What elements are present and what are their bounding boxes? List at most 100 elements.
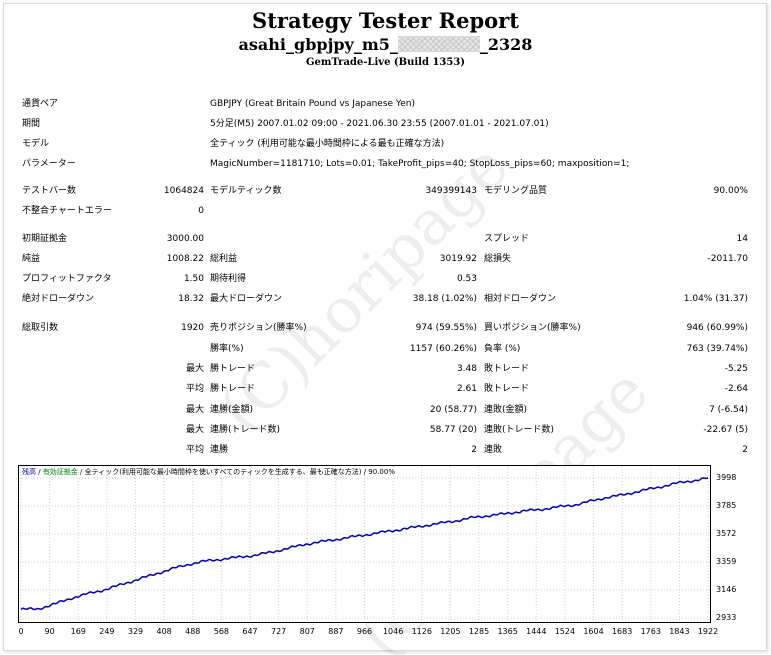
- stat-label: プロフィットファクタ: [22, 274, 112, 284]
- x-tick-label: 1763: [640, 627, 661, 636]
- info-value: MagicNumber=1181710; Lots=0.01; TakeProf…: [210, 159, 630, 169]
- ea-name-suffix: _2328: [479, 35, 533, 54]
- stat-label: 負率 (%): [484, 344, 521, 354]
- stat-label: 連勝: [210, 445, 229, 455]
- info-value: 5分足(M5) 2007.01.02 09:00 - 2021.06.30 23…: [210, 119, 549, 129]
- legend-quality: 90.00%: [368, 468, 395, 476]
- stat-value: 2: [471, 445, 477, 455]
- stat-value: 7 (-6.54): [709, 405, 748, 415]
- x-tick-label: 329: [127, 627, 144, 636]
- y-tick-label: 2933: [716, 613, 737, 622]
- x-tick-label: 807: [299, 627, 315, 636]
- stat-value: 1.50: [183, 274, 204, 284]
- stat-label: 売りポジション(勝率%): [210, 323, 307, 333]
- stat-value: 349399143: [425, 186, 477, 196]
- x-tick-label: 1922: [697, 627, 719, 636]
- stat-label: 連勝(トレード数): [210, 425, 281, 435]
- ea-name-prefix: asahi_gbpjpy_m5_: [238, 35, 398, 54]
- x-tick-label: 1604: [583, 627, 604, 636]
- stat-label: 総損失: [484, 254, 512, 264]
- x-tick-label: 568: [213, 627, 230, 636]
- stat-label: 連敗: [484, 445, 503, 455]
- stat-value: 2: [742, 445, 748, 455]
- stat-label: 期待利得: [210, 274, 247, 284]
- x-tick-label: 1683: [611, 627, 633, 636]
- ea-name: asahi_gbpjpy_m5_ _2328: [0, 35, 771, 54]
- stat-value: 20 (58.77): [429, 405, 477, 415]
- info-label: モデル: [22, 139, 50, 149]
- stat-label: 平均: [185, 445, 204, 455]
- legend-sep: /: [361, 468, 369, 476]
- x-tick-label: 1524: [554, 627, 576, 636]
- x-tick-label: 1285: [468, 627, 490, 636]
- stat-value: 946 (60.99%): [686, 323, 748, 333]
- stat-label: 敗トレード: [484, 364, 530, 374]
- stat-value: -22.67 (5): [703, 425, 748, 435]
- y-tick-label: 3785: [716, 501, 737, 510]
- stat-value: 0: [198, 206, 204, 216]
- stat-value: 1064824: [163, 186, 204, 196]
- stat-label: 平均: [185, 384, 204, 394]
- balance-chart: [18, 465, 711, 623]
- stat-label: モデルティック数: [210, 186, 282, 196]
- stat-label: 絶対ドローダウン: [22, 294, 95, 304]
- stat-label: 勝トレード: [210, 384, 256, 394]
- stat-label: 最大: [185, 425, 204, 435]
- stat-label: モデリング品質: [484, 186, 548, 196]
- stat-value: 3000.00: [166, 234, 204, 244]
- stat-value: 38.18 (1.02%): [412, 294, 477, 304]
- x-tick-label: 0: [18, 627, 24, 636]
- x-tick-label: 887: [328, 627, 344, 636]
- x-tick-label: 727: [270, 627, 287, 636]
- stat-value: 18.32: [178, 294, 204, 304]
- legend-sep: /: [36, 468, 43, 476]
- info-label: パラメーター: [22, 159, 76, 169]
- x-tick-label: 1365: [497, 627, 518, 636]
- stat-value: -5.25: [724, 364, 748, 374]
- info-label: 期間: [22, 119, 41, 129]
- report-title: Strategy Tester Report: [252, 8, 519, 33]
- stat-label: 最大ドローダウン: [210, 294, 283, 304]
- balance-line: [20, 477, 709, 611]
- stat-value: 1920: [181, 323, 204, 333]
- x-tick-label: 1126: [411, 627, 432, 636]
- x-tick-label: 488: [185, 627, 201, 636]
- x-tick-label: 966: [356, 627, 373, 636]
- stat-label: 純益: [22, 254, 41, 264]
- x-tick-label: 408: [156, 627, 172, 636]
- stat-value: 763 (39.74%): [686, 344, 748, 354]
- y-tick-label: 3998: [716, 473, 737, 482]
- stat-value: 1157 (60.26%): [409, 344, 477, 354]
- legend-sep: /: [77, 468, 85, 476]
- redacted-block: [397, 36, 480, 52]
- stat-value: 58.77 (20): [429, 425, 477, 435]
- stat-label: 総取引数: [22, 323, 59, 333]
- build-info: GemTrade-Live (Build 1353): [305, 57, 466, 68]
- x-tick-label: 1046: [382, 627, 404, 636]
- stat-label: 連敗(金額): [484, 405, 528, 415]
- stat-value: 90.00%: [713, 186, 748, 196]
- balance-chart-svg: [19, 466, 710, 622]
- legend-model: 全ティック(利用可能な最小時間枠を使いすべてのティックを生成する、最も正確な方法…: [84, 468, 362, 476]
- stat-value: -2011.70: [707, 254, 748, 264]
- stat-label: 不整合チャートエラー: [22, 206, 112, 216]
- stat-label: 勝トレード: [210, 364, 256, 374]
- chart-legend: 残高 / 有効証拠金 / 全ティック(利用可能な最小時間枠を使いすべてのティック…: [22, 467, 395, 477]
- stat-value: 0.53: [456, 274, 477, 284]
- stat-label: 最大: [185, 405, 204, 415]
- stat-value: 974 (59.55%): [415, 323, 477, 333]
- stat-label: 総利益: [210, 254, 238, 264]
- stat-label: 勝率(%): [210, 344, 244, 354]
- info-label: 通貨ペア: [22, 99, 59, 109]
- x-tick-label: 1843: [669, 627, 690, 636]
- stat-value: 3.48: [456, 364, 477, 374]
- stat-label: 連敗(トレード数): [484, 425, 555, 435]
- stat-label: 買いポジション(勝率%): [484, 323, 581, 333]
- info-value: GBPJPY (Great Britain Pound vs Japanese …: [210, 99, 415, 109]
- stat-label: テストバー数: [22, 186, 77, 196]
- legend-lots: 有効証拠金: [42, 468, 78, 476]
- x-tick-label: 1205: [440, 627, 461, 636]
- legend-balance: 残高: [22, 468, 36, 476]
- stat-label: 初期証拠金: [22, 234, 68, 244]
- stat-value: 1.04% (31.37): [683, 294, 748, 304]
